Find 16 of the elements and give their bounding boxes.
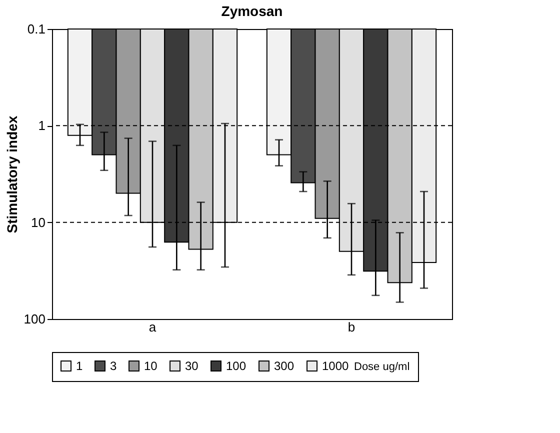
x-tick-label: a xyxy=(148,320,157,334)
legend-label: 30 xyxy=(185,359,199,373)
y-tick-label: 100 xyxy=(24,312,46,326)
legend-label: 1 xyxy=(76,359,83,373)
x-tick-label: b xyxy=(348,320,356,334)
legend-label: 3 xyxy=(110,359,117,373)
y-axis-title: Stimulatory index xyxy=(4,116,20,234)
y-tick-label: 0.1 xyxy=(27,22,46,36)
y-tick-label: 10 xyxy=(31,214,46,230)
legend-title: Dose ug/ml xyxy=(354,361,410,373)
legend-label: 300 xyxy=(274,359,294,373)
chart-title: Zymosan xyxy=(221,3,283,19)
y-tick-label: 1 xyxy=(38,118,46,134)
legend-label: 1000 xyxy=(322,359,350,373)
legend-label: 10 xyxy=(144,359,158,373)
legend-label: 100 xyxy=(226,359,246,373)
